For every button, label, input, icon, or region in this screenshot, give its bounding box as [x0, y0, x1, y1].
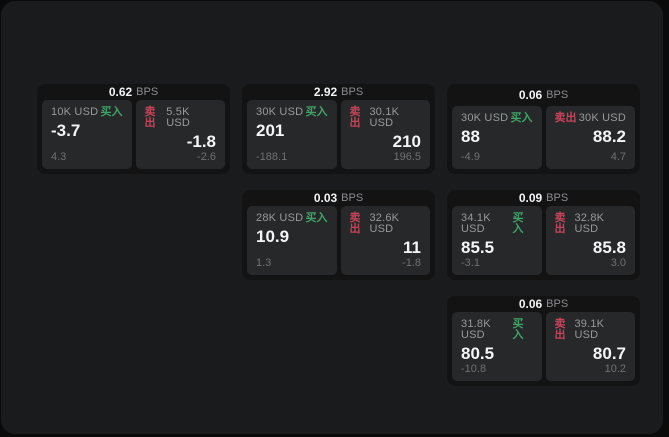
buy-tag: 买入	[510, 112, 533, 124]
bps-unit-label: BPS	[341, 192, 364, 205]
buy-tag: 买入	[512, 212, 524, 236]
bps-value: 0.03	[313, 191, 338, 206]
bps-unit-label: BPS	[136, 86, 159, 99]
buy-quote-panel[interactable]: 10K USD 买入 -3.7 4.3	[42, 100, 132, 169]
sell-quote-panel[interactable]: 卖出 30K USD 88.2 4.7	[545, 106, 635, 169]
buy-amount: 10K USD	[51, 106, 99, 119]
bps-unit-label: BPS	[546, 89, 569, 101]
quote-card: 0.09 BPS 34.1K USD 买入 85.5 -3.1 卖出 32.8K…	[447, 190, 640, 280]
bps-header: 0.09 BPS	[447, 190, 640, 206]
buy-delta: -4.9	[461, 151, 480, 163]
sell-quote-panel[interactable]: 卖出 30.1K USD 210 196.5	[340, 100, 430, 169]
sell-delta: 3.0	[610, 257, 626, 269]
sell-delta: 10.2	[604, 363, 626, 375]
bps-value: 2.92	[313, 85, 338, 100]
buy-amount: 30K USD	[461, 112, 509, 124]
buy-price: 88	[461, 127, 480, 146]
bps-header: 2.92 BPS	[242, 84, 435, 100]
sell-tag: 卖出	[554, 212, 566, 236]
sell-tag: 卖出	[349, 212, 361, 236]
bps-header: 0.03 BPS	[242, 190, 435, 206]
quote-card: 0.06 BPS 30K USD 买入 88 -4.9 卖出 30K USD	[447, 84, 640, 174]
buy-quote-panel[interactable]: 30K USD 买入 88 -4.9	[452, 106, 542, 169]
bps-unit-label: BPS	[341, 86, 364, 99]
buy-delta: -3.1	[461, 257, 480, 269]
bps-unit-label: BPS	[546, 192, 569, 205]
sell-quote-panel[interactable]: 卖出 39.1K USD 80.7 10.2	[545, 312, 635, 381]
sell-amount: 32.6K USD	[369, 212, 400, 236]
sell-price: 85.8	[592, 238, 626, 258]
bps-header: 0.06 BPS	[447, 84, 640, 106]
sell-amount: 30.1K USD	[369, 106, 400, 130]
buy-amount: 31.8K USD	[461, 318, 491, 342]
buy-amount: 34.1K USD	[461, 212, 491, 236]
sell-delta: -2.6	[197, 151, 216, 163]
bps-value: 0.62	[108, 85, 133, 100]
buy-price: 10.9	[256, 227, 290, 247]
buy-price: 80.5	[461, 344, 495, 364]
sell-price: -1.8	[186, 132, 216, 152]
quote-card: 2.92 BPS 30K USD 买入 201 -188.1 卖出 30.1K …	[242, 84, 435, 174]
sell-tag: 卖出	[349, 106, 361, 130]
sell-delta: -1.8	[402, 257, 421, 269]
buy-quote-panel[interactable]: 30K USD 买入 201 -188.1	[247, 100, 337, 169]
sell-amount: 39.1K USD	[574, 318, 605, 342]
buy-tag: 买入	[100, 106, 123, 119]
buy-quote-panel[interactable]: 34.1K USD 买入 85.5 -3.1	[452, 206, 542, 275]
sell-price: 210	[392, 132, 421, 152]
sell-price: 11	[403, 238, 421, 258]
bps-header: 0.62 BPS	[37, 84, 230, 100]
sell-amount: 30K USD	[578, 112, 626, 124]
buy-delta: 1.3	[256, 257, 272, 269]
buy-quote-panel[interactable]: 28K USD 买入 10.9 1.3	[247, 206, 337, 275]
sell-delta: 4.7	[610, 151, 626, 163]
bps-value: 0.06	[518, 88, 543, 102]
sell-delta: 196.5	[393, 151, 421, 163]
buy-price: 201	[256, 121, 285, 141]
buy-delta: -188.1	[256, 151, 288, 163]
bps-header: 0.06 BPS	[447, 296, 640, 312]
sell-price: 80.7	[592, 344, 626, 364]
sell-amount: 32.8K USD	[574, 212, 605, 236]
sell-quote-panel[interactable]: 卖出 32.8K USD 85.8 3.0	[545, 206, 635, 275]
buy-amount: 28K USD	[256, 212, 304, 225]
buy-tag: 买入	[305, 212, 328, 225]
buy-amount: 30K USD	[256, 106, 304, 119]
buy-price: 85.5	[461, 238, 495, 258]
sell-price: 88.2	[592, 127, 626, 146]
buy-delta: -10.8	[461, 363, 487, 375]
bps-value: 0.06	[518, 297, 543, 312]
sell-tag: 卖出	[554, 318, 566, 342]
buy-price: -3.7	[51, 121, 81, 141]
buy-quote-panel[interactable]: 31.8K USD 买入 80.5 -10.8	[452, 312, 542, 381]
buy-tag: 买入	[305, 106, 328, 119]
quote-card: 0.03 BPS 28K USD 买入 10.9 1.3 卖出 32.6K US…	[242, 190, 435, 280]
sell-tag: 卖出	[144, 106, 156, 130]
quote-grid: 0.62 BPS 10K USD 买入 -3.7 4.3 卖出 5.5K USD	[37, 84, 640, 386]
buy-delta: 4.3	[51, 151, 67, 163]
sell-amount: 5.5K USD	[166, 106, 191, 130]
buy-tag: 买入	[512, 318, 524, 342]
quote-card: 0.06 BPS 31.8K USD 买入 80.5 -10.8 卖出 39.1…	[447, 296, 640, 386]
sell-tag: 卖出	[554, 112, 577, 124]
sell-quote-panel[interactable]: 卖出 32.6K USD 11 -1.8	[340, 206, 430, 275]
bps-value: 0.09	[518, 191, 543, 206]
sell-quote-panel[interactable]: 卖出 5.5K USD -1.8 -2.6	[135, 100, 225, 169]
bps-unit-label: BPS	[546, 298, 569, 311]
quote-card: 0.62 BPS 10K USD 买入 -3.7 4.3 卖出 5.5K USD	[37, 84, 230, 174]
